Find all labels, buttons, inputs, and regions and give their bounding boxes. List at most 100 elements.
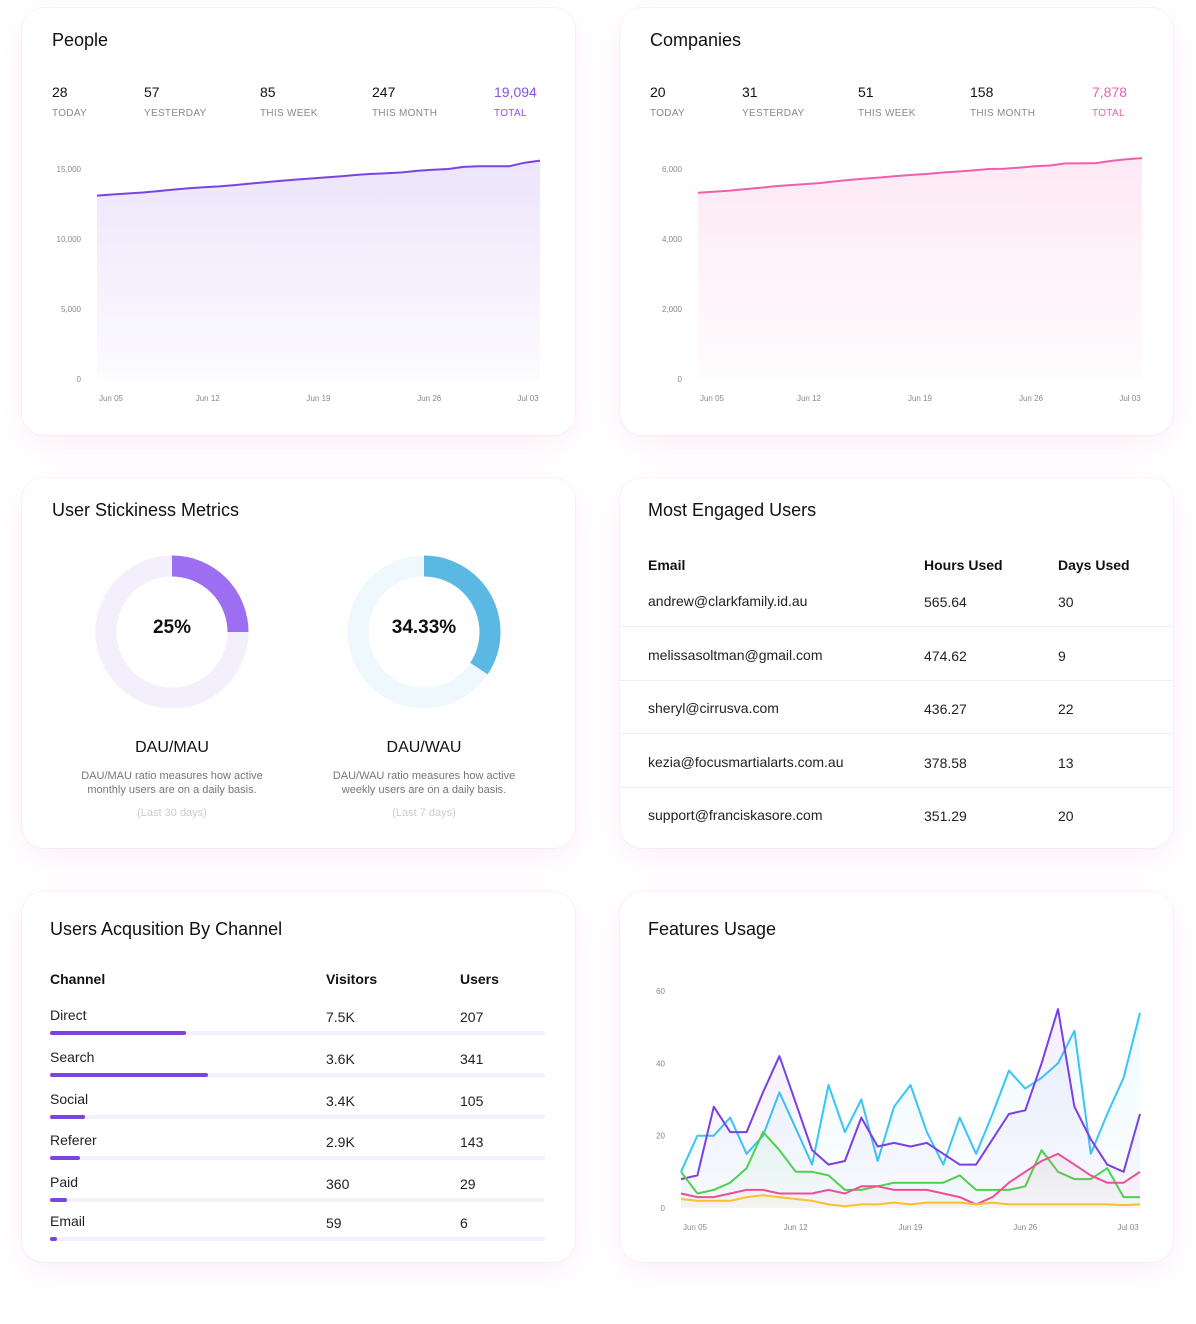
donut-progress	[95, 555, 249, 709]
hours-cell: 436.27	[924, 701, 967, 717]
series-area	[97, 160, 540, 379]
metric-description: monthly users are on a daily basis.	[87, 784, 257, 796]
donut-value: 34.33%	[391, 617, 457, 638]
stat-label: THIS MONTH	[372, 108, 438, 119]
x-tick-label: Jun 12	[797, 394, 822, 403]
y-tick-label: 5,000	[61, 305, 82, 314]
days-cell: 9	[1058, 647, 1066, 664]
metric-period: (Last 30 days)	[137, 807, 207, 819]
x-tick-label: Jun 26	[1019, 394, 1044, 403]
y-tick-label: 0	[678, 375, 683, 384]
series-line	[680, 1008, 1141, 1181]
companies-card: Companies 20 TODAY 31 YESTERDAY 51 THIS WEEK 1…	[620, 8, 1173, 435]
stat-yesterday: 31 YESTERDAY	[742, 84, 805, 119]
x-tick-label: Jun 12	[196, 394, 221, 403]
stat-label: THIS WEEK	[260, 108, 318, 119]
hours-cell: 378.58	[924, 754, 967, 771]
stat-value: 85	[260, 84, 276, 100]
series-line	[680, 1152, 1141, 1206]
stat-label: YESTERDAY	[742, 108, 805, 119]
stickiness-card: User Stickiness Metrics 25% DAU/MAU DAU/MA…	[22, 478, 575, 848]
stat-label: TOTAL	[494, 108, 527, 119]
people-chart: 0 5,000 10,000 15,000 Jun 05 Jun 12 Jun 19 Jun …	[57, 159, 541, 403]
table-row[interactable]: kezia@focusmartialarts.com.au 378.58 13	[620, 754, 1173, 807]
column-header: Days Used	[1058, 557, 1130, 573]
table-row[interactable]: melissasoltman@gmail.com 474.62 9	[620, 647, 1173, 700]
stat-today: 20 TODAY	[650, 84, 685, 119]
y-tick-label: 20	[656, 1132, 665, 1141]
series-line	[96, 159, 541, 197]
y-tick-label: 6,000	[662, 165, 683, 174]
visitors-cell: 59	[326, 1215, 342, 1231]
x-tick-label: Jun 26	[1013, 1223, 1038, 1232]
row-divider	[620, 786, 1173, 788]
table-row[interactable]: support@franciskasore.com 351.29 20	[620, 807, 1173, 860]
metric-period: (Last 7 days)	[392, 807, 456, 819]
days-cell: 13	[1058, 754, 1074, 771]
metric-description: weekly users are on a daily basis.	[341, 784, 507, 796]
y-tick-label: 10,000	[57, 235, 82, 244]
y-tick-label: 60	[656, 987, 665, 996]
stat-yesterday: 57 YESTERDAY	[144, 84, 207, 119]
y-tick-label: 0	[661, 1204, 666, 1213]
stat-label: THIS MONTH	[970, 108, 1036, 119]
days-cell: 22	[1058, 701, 1074, 717]
channel-bar-fill	[50, 1031, 187, 1035]
stat-label: TODAY	[650, 108, 686, 119]
channel-bar-track	[50, 1073, 545, 1077]
metric-description: DAU/MAU ratio measures how active	[81, 770, 263, 782]
y-tick-label: 15,000	[57, 165, 82, 174]
column-header: Users	[460, 971, 499, 987]
metric-description: DAU/WAU ratio measures how active	[332, 770, 516, 782]
users-cell: 143	[460, 1134, 484, 1150]
features-card: Features Usage 0 20 40 60 Jun 05 Jun 12 Jun 19…	[620, 892, 1173, 1262]
channel-name: Direct	[50, 1007, 87, 1023]
metric-name: DAU/MAU	[135, 739, 209, 756]
card-title: People	[52, 30, 109, 50]
channel-bar-fill	[50, 1115, 85, 1119]
visitors-cell: 360	[326, 1176, 350, 1192]
stat-label: TOTAL	[1092, 108, 1125, 119]
stat-value: 247	[372, 84, 396, 100]
days-cell: 30	[1058, 594, 1074, 610]
stat-this-week: 85 THIS WEEK	[260, 84, 318, 119]
channel-name: Email	[50, 1213, 86, 1229]
email-cell: andrew@clarkfamily.id.au	[648, 593, 808, 609]
y-tick-label: 40	[656, 1059, 665, 1068]
channel-bar-fill	[50, 1073, 209, 1077]
x-tick-label: Jun 12	[784, 1223, 809, 1232]
channel-bar-fill	[50, 1156, 80, 1160]
channel-bar-track	[50, 1198, 545, 1202]
stat-today: 28 TODAY	[52, 84, 87, 119]
email-cell: sheryl@cirrusva.com	[648, 700, 779, 716]
series-line	[697, 157, 1143, 194]
x-tick-label: Jun 19	[908, 394, 933, 403]
card-title: User Stickiness Metrics	[52, 500, 240, 520]
stat-value: 51	[858, 84, 874, 100]
stat-total: 7,878 TOTAL	[1092, 84, 1127, 119]
stat-value: 19,094	[494, 84, 537, 100]
metric-name: DAU/WAU	[386, 739, 462, 756]
table-row[interactable]: sheryl@cirrusva.com 436.27 22	[620, 700, 1173, 753]
features-chart: 0 20 40 60 Jun 05 Jun 12 Jun 19 Jun 26 Jul 03	[656, 987, 1141, 1232]
stat-label: YESTERDAY	[144, 108, 207, 119]
channel-name: Referer	[50, 1132, 97, 1148]
column-header: Visitors	[326, 971, 378, 987]
people-card: People 28 TODAY 57 YESTERDAY 85 THIS WEEK 247 T…	[22, 8, 575, 435]
stat-label: TODAY	[52, 108, 88, 119]
y-tick-label: 2,000	[662, 305, 683, 314]
x-tick-label: Jun 05	[683, 1223, 708, 1232]
y-tick-label: 4,000	[662, 235, 683, 244]
column-header: Hours Used	[924, 557, 1003, 573]
y-tick-label: 0	[77, 375, 82, 384]
card-title: Features Usage	[648, 919, 777, 939]
table-row[interactable]: andrew@clarkfamily.id.au 565.64 30	[620, 593, 1173, 646]
channel-bar-track	[50, 1115, 545, 1119]
stat-value: 28	[52, 84, 68, 100]
channel-bar-fill	[50, 1237, 58, 1241]
days-cell: 20	[1058, 808, 1074, 824]
column-header: Channel	[50, 971, 106, 987]
row-divider	[620, 626, 1173, 627]
series-area	[698, 158, 1142, 379]
users-cell: 105	[460, 1093, 484, 1109]
